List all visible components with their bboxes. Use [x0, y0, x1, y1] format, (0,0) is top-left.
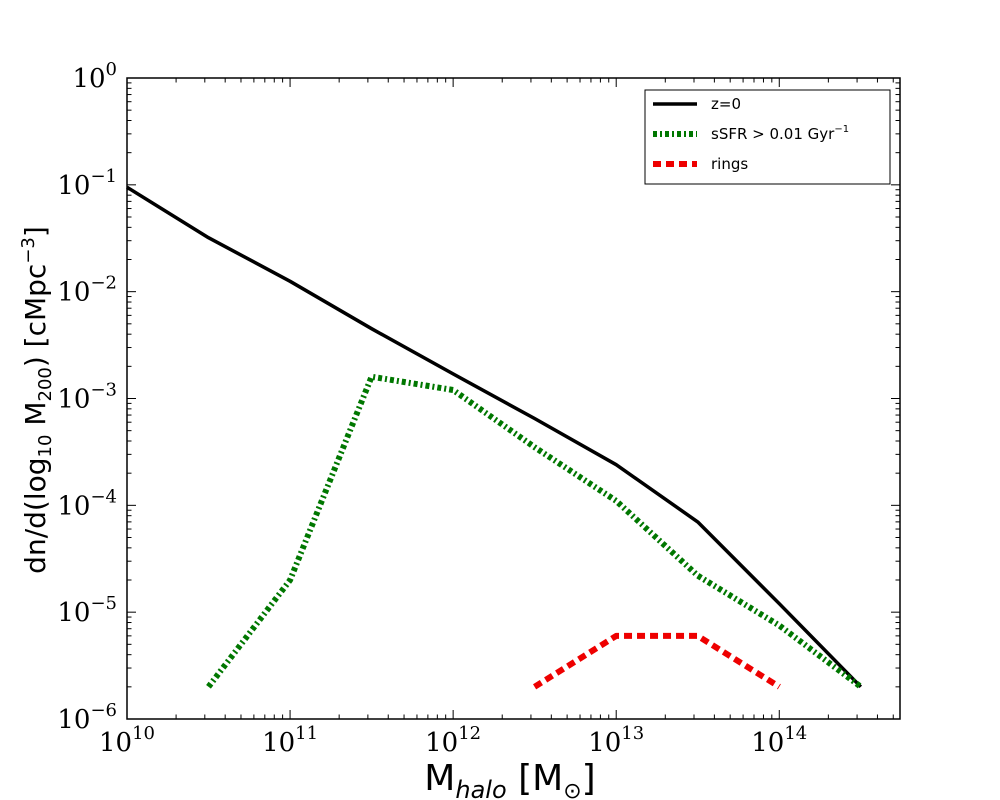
series-line-1	[206, 373, 863, 690]
legend-label-rings: rings	[711, 155, 748, 173]
y-tick-label: 10−3	[57, 380, 117, 415]
x-tick-label: 1013	[588, 723, 644, 758]
y-tick-label: 10−6	[57, 700, 117, 735]
y-tick-label: 100	[72, 59, 117, 94]
legend: z=0 sSFR > 0.01 Gyr−1 rings	[644, 89, 891, 185]
x-axis-label: Mhalo [M⊙]	[424, 758, 595, 800]
legend-label-z0: z=0	[711, 95, 741, 113]
x-tick-label: 1011	[262, 723, 318, 758]
x-tick-label: 1010	[99, 723, 155, 758]
x-tick-label: 1012	[425, 723, 481, 758]
y-tick-label: 10−1	[57, 166, 117, 201]
y-tick-label: 10−2	[57, 273, 117, 308]
series-line-2	[533, 632, 781, 690]
y-axis-label: dn/d(log10 M200) [cMpc−3]	[18, 226, 56, 574]
x-tick-label: 1014	[751, 723, 807, 758]
legend-label-ssfr: sSFR > 0.01 Gyr−1	[711, 124, 849, 143]
y-tick-label: 10−4	[57, 486, 117, 521]
series-line-0	[126, 185, 863, 689]
y-tick-label: 10−5	[57, 593, 117, 628]
